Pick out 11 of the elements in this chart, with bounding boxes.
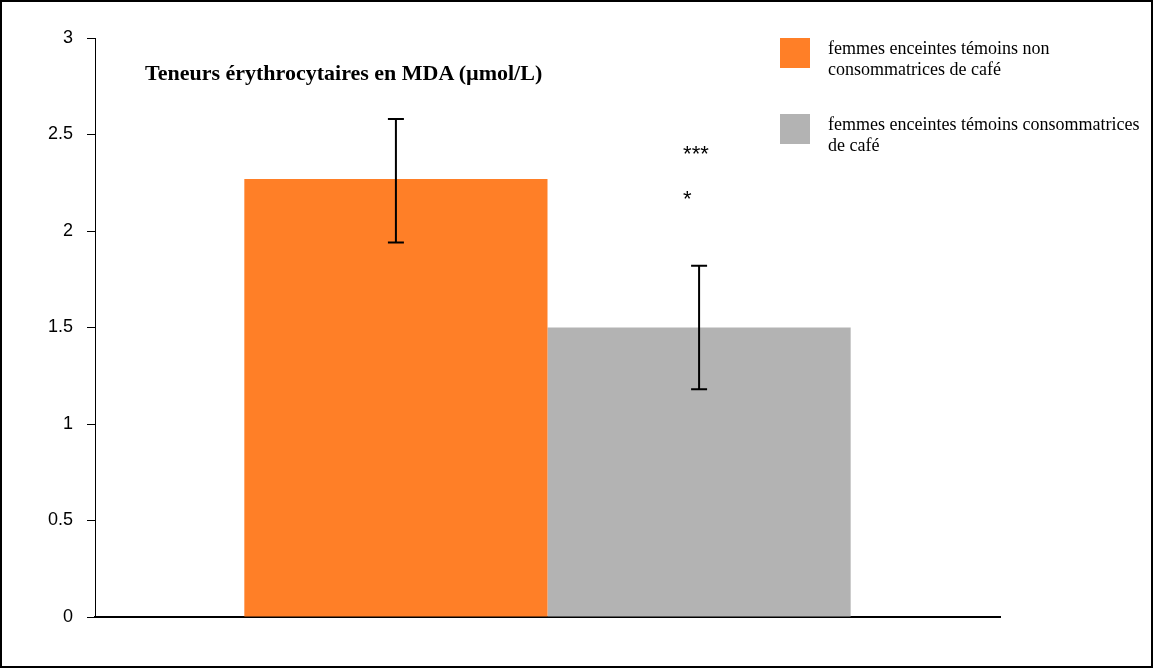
legend-label: femmes enceintes témoins non consommatrices de café <box>828 38 1051 80</box>
text: Teneurs érythrocytaires en MDA (µmol/L) <box>145 60 543 86</box>
y-tick-label: 0.5 <box>47 509 73 530</box>
y-tick-label: 2.5 <box>47 123 73 144</box>
annotation: *** * <box>683 140 710 211</box>
y-tick-label: 3 <box>62 26 73 47</box>
y-tick-label: 1 <box>62 412 73 433</box>
legend-label: femmes enceintes témoins consommatrices de café <box>828 114 1140 156</box>
y-tick-label: 0 <box>62 605 73 626</box>
y-tick-label: 1.5 <box>47 316 73 337</box>
y-tick-label: 2 <box>62 219 73 240</box>
